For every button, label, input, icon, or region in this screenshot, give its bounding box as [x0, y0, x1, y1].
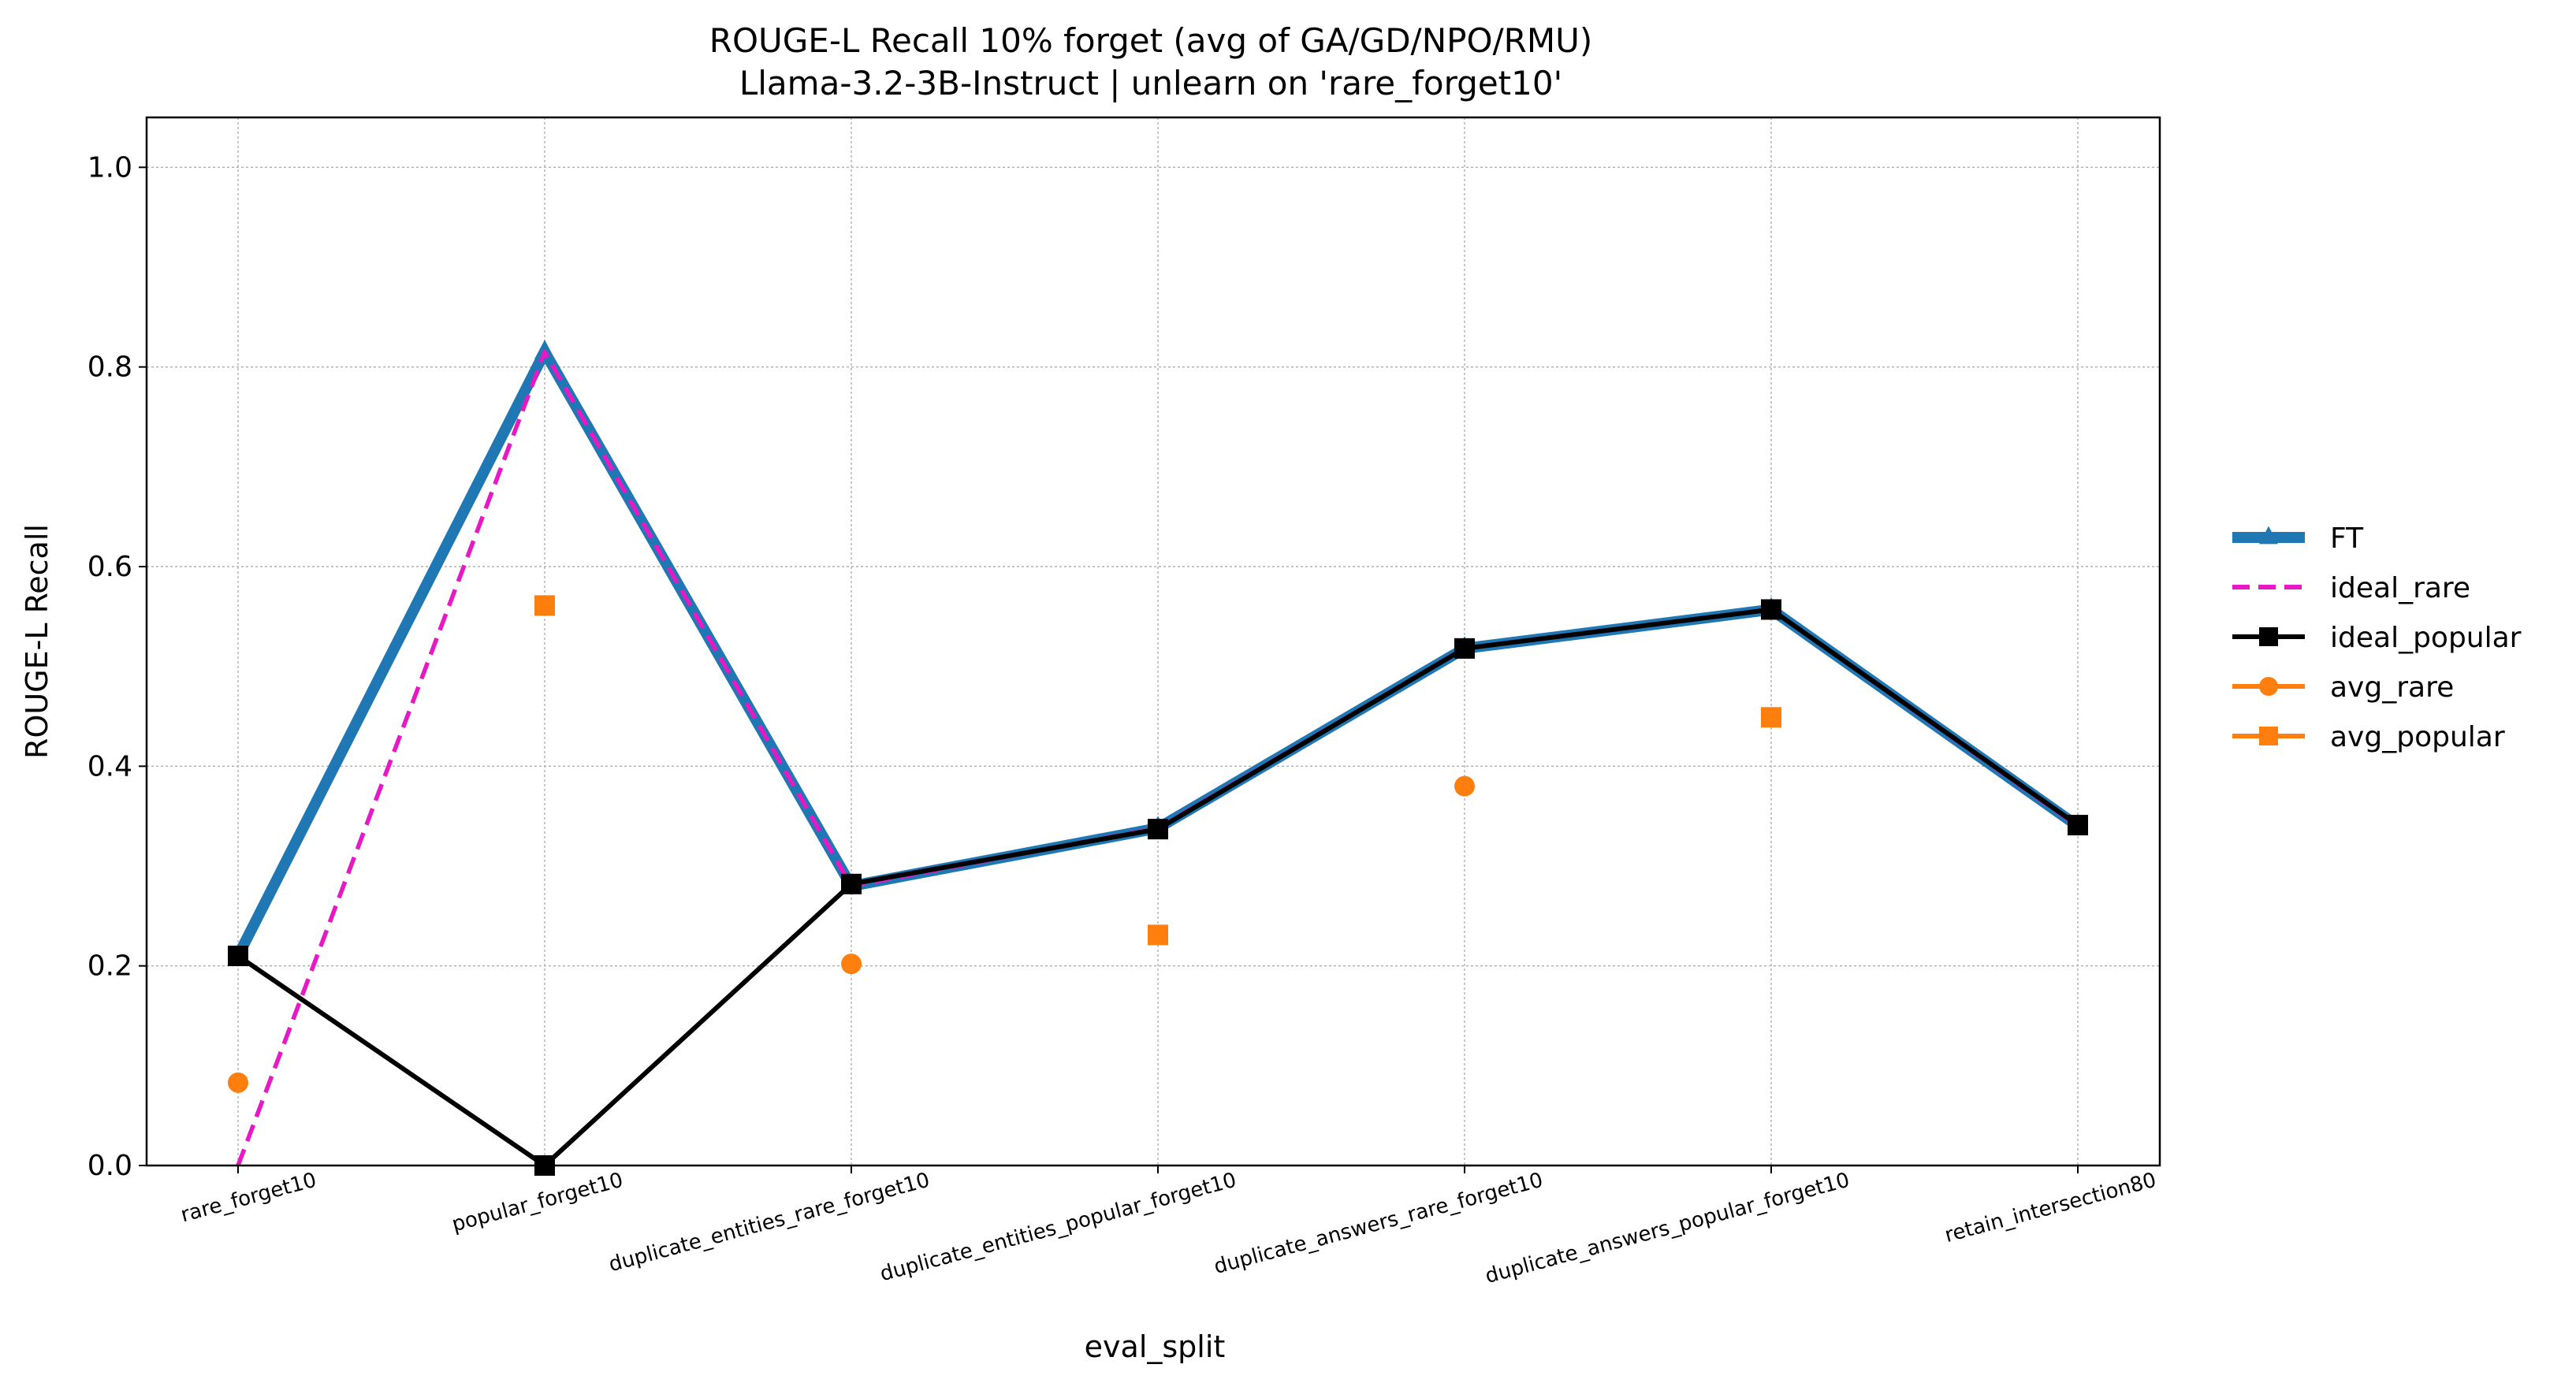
x-axis-label: eval_split — [1085, 1329, 1226, 1364]
series-layer — [228, 340, 2088, 1176]
x-tick-label: duplicate_entities_popular_forget10 — [877, 1169, 1238, 1287]
y-tick-label: 0.6 — [87, 551, 132, 583]
legend: FT ideal_rare ideal_popular avg_rare avg_pop… — [2232, 522, 2522, 753]
chart-title: ROUGE-L Recall 10% forget (avg of GA/GD/… — [709, 21, 1592, 60]
x-tick-label: popular_forget10 — [449, 1169, 625, 1237]
data-point-avg-popular — [1761, 707, 1781, 728]
data-point-avg-popular — [534, 595, 555, 616]
data-point-ideal-popular — [228, 946, 248, 966]
legend-marker-avg-rare — [2259, 677, 2278, 696]
x-tick-label: retain_intersection80 — [1942, 1169, 2159, 1247]
data-point-avg-rare — [228, 1072, 248, 1093]
data-point-ideal-popular — [841, 873, 862, 894]
y-tick-label: 1.0 — [87, 151, 132, 184]
legend-marker-FT — [2259, 526, 2278, 545]
data-point-avg-rare — [1454, 775, 1475, 797]
y-tick-label: 0.4 — [87, 750, 132, 783]
data-point-ideal-popular — [1454, 638, 1475, 659]
data-point-FT — [534, 340, 555, 359]
data-point-ideal-popular — [2068, 815, 2088, 836]
axis-ticks: 0.0 0.2 0.4 0.6 0.8 1.0 rare_forget10 popular_f… — [87, 151, 2159, 1288]
plot-frame — [145, 116, 2161, 1167]
chart-subtitle: Llama-3.2-3B-Instruct | unlearn on 'rare… — [739, 64, 1562, 102]
data-point-ideal-popular — [1761, 599, 1781, 620]
y-tick-label: 0.0 — [87, 1150, 132, 1182]
y-axis-label: ROUGE-L Recall — [20, 524, 54, 759]
legend-label-FT: FT — [2330, 522, 2364, 555]
y-tick-label: 0.8 — [87, 351, 132, 384]
x-tick-label: duplicate_entities_rare_forget10 — [606, 1169, 932, 1277]
legend-label-avg-rare: avg_rare — [2330, 671, 2454, 704]
legend-label-avg-popular: avg_popular — [2330, 721, 2505, 753]
legend-marker-ideal-popular — [2259, 627, 2278, 646]
legend-marker-avg-popular — [2259, 727, 2278, 745]
grid-lines — [147, 117, 2160, 1166]
legend-label-ideal-rare: ideal_rare — [2330, 572, 2470, 604]
data-point-avg-rare — [841, 954, 862, 975]
data-point-ideal-popular — [1148, 819, 1168, 840]
legend-label-ideal-popular: ideal_popular — [2330, 622, 2522, 654]
data-point-avg-popular — [1148, 924, 1168, 946]
x-tick-label: rare_forget10 — [178, 1169, 319, 1228]
y-tick-label: 0.2 — [87, 950, 132, 983]
